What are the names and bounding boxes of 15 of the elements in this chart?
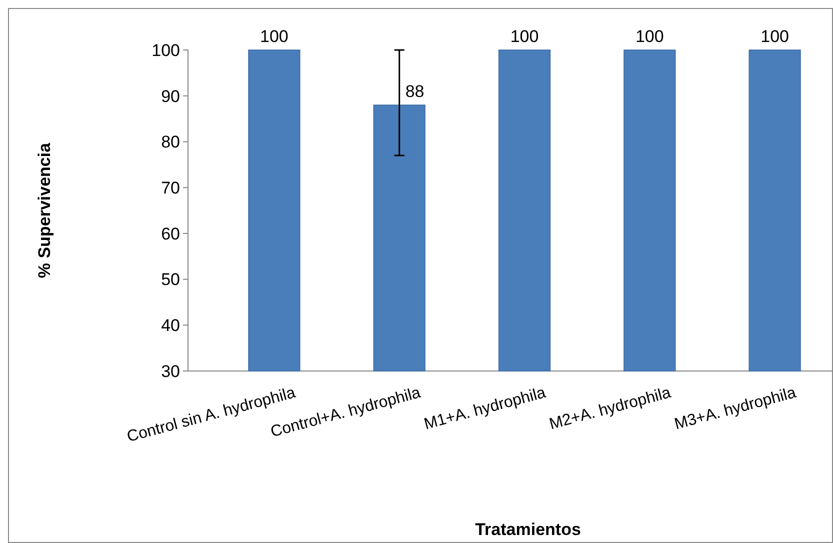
y-tick-label: 100 (152, 40, 180, 60)
y-tick-label: 70 (161, 178, 180, 198)
data-label: 100 (260, 27, 288, 46)
y-axis-title: % Supervivencia (35, 142, 54, 278)
y-tick-label: 60 (161, 224, 180, 244)
y-tick-label: 80 (161, 132, 180, 152)
y-tick-label: 50 (161, 270, 180, 290)
x-axis-title: Tratamientos (475, 520, 581, 539)
y-tick-label: 40 (161, 316, 180, 336)
y-tick-label: 30 (161, 362, 180, 381)
data-label: 100 (760, 27, 789, 46)
data-label: 100 (635, 27, 664, 46)
data-label: 88 (405, 82, 424, 102)
y-tick-label: 90 (161, 86, 180, 106)
data-label: 100 (510, 27, 539, 46)
